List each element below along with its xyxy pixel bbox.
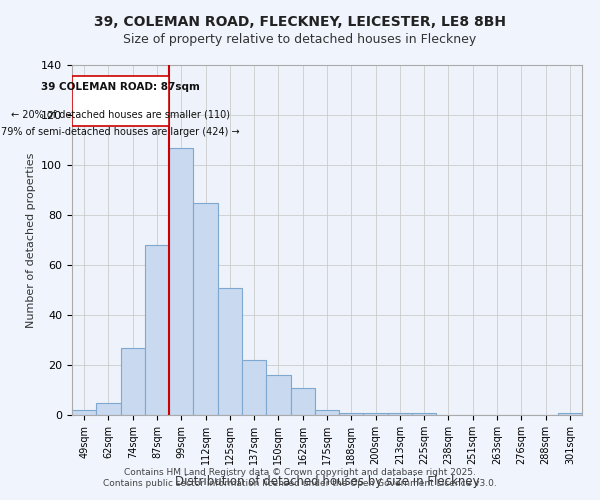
Bar: [266, 375, 290, 415]
Bar: [412, 412, 436, 415]
Bar: [242, 360, 266, 415]
Bar: [339, 412, 364, 415]
Bar: [145, 245, 169, 415]
Bar: [218, 288, 242, 415]
Bar: [315, 410, 339, 415]
Text: 39, COLEMAN ROAD, FLECKNEY, LEICESTER, LE8 8BH: 39, COLEMAN ROAD, FLECKNEY, LEICESTER, L…: [94, 15, 506, 29]
Text: ← 20% of detached houses are smaller (110): ← 20% of detached houses are smaller (11…: [11, 110, 230, 120]
Bar: [558, 412, 582, 415]
Text: Size of property relative to detached houses in Fleckney: Size of property relative to detached ho…: [124, 32, 476, 46]
X-axis label: Distribution of detached houses by size in Fleckney: Distribution of detached houses by size …: [175, 476, 479, 488]
Bar: [364, 412, 388, 415]
Bar: [72, 410, 96, 415]
Bar: [290, 388, 315, 415]
Bar: [193, 202, 218, 415]
Bar: [388, 412, 412, 415]
Text: Contains HM Land Registry data © Crown copyright and database right 2025.
Contai: Contains HM Land Registry data © Crown c…: [103, 468, 497, 487]
Bar: [169, 148, 193, 415]
Text: 79% of semi-detached houses are larger (424) →: 79% of semi-detached houses are larger (…: [1, 127, 240, 137]
Bar: [121, 348, 145, 415]
Y-axis label: Number of detached properties: Number of detached properties: [26, 152, 35, 328]
Bar: [96, 402, 121, 415]
Text: 39 COLEMAN ROAD: 87sqm: 39 COLEMAN ROAD: 87sqm: [41, 82, 200, 92]
Bar: [72, 76, 169, 126]
